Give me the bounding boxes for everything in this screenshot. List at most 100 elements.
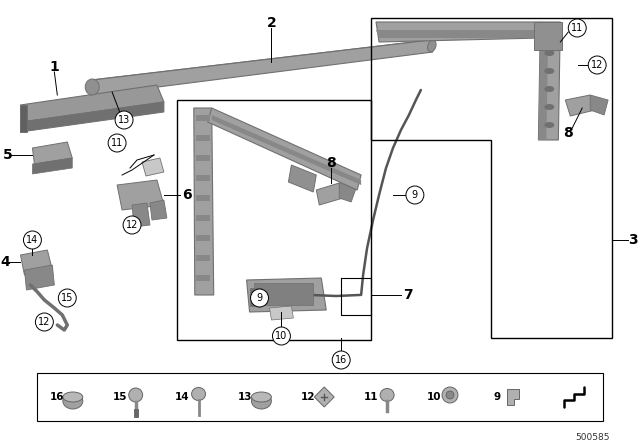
Polygon shape (208, 108, 361, 190)
Bar (196, 115, 210, 121)
Text: 10: 10 (427, 392, 442, 402)
Circle shape (58, 289, 76, 307)
Polygon shape (20, 105, 28, 132)
Ellipse shape (442, 387, 458, 403)
Text: 16: 16 (335, 355, 348, 365)
Circle shape (108, 134, 126, 152)
Circle shape (406, 186, 424, 204)
Text: 15: 15 (61, 293, 74, 303)
Circle shape (273, 327, 291, 345)
Polygon shape (92, 40, 433, 82)
Text: 500585: 500585 (575, 433, 610, 442)
Polygon shape (289, 165, 316, 192)
Circle shape (123, 216, 141, 234)
Bar (196, 155, 210, 161)
Bar (196, 135, 210, 141)
Text: 11: 11 (571, 23, 584, 33)
Polygon shape (534, 22, 563, 50)
Text: 15: 15 (113, 392, 127, 402)
Text: 8: 8 (563, 126, 573, 140)
Bar (196, 275, 210, 281)
Polygon shape (246, 278, 326, 312)
Text: 8: 8 (326, 156, 336, 170)
Circle shape (332, 351, 350, 369)
Bar (196, 215, 210, 221)
Polygon shape (20, 250, 52, 275)
Polygon shape (565, 95, 595, 116)
Polygon shape (33, 158, 72, 174)
Polygon shape (314, 387, 334, 407)
Text: 16: 16 (50, 392, 64, 402)
Polygon shape (132, 203, 150, 227)
Text: 9: 9 (257, 293, 262, 303)
Bar (177, 100, 371, 340)
Circle shape (115, 111, 133, 129)
Bar (196, 255, 210, 261)
Text: 12: 12 (126, 220, 138, 230)
Polygon shape (590, 95, 608, 115)
Text: 3: 3 (628, 233, 638, 247)
Polygon shape (269, 306, 293, 320)
Text: 5: 5 (3, 148, 12, 162)
Bar (253, 283, 314, 305)
Text: 2: 2 (267, 16, 276, 30)
Polygon shape (20, 85, 164, 122)
Ellipse shape (428, 40, 436, 52)
Text: 12: 12 (38, 317, 51, 327)
Polygon shape (92, 42, 433, 88)
Text: 10: 10 (275, 331, 287, 341)
Text: 7: 7 (403, 288, 413, 302)
Text: 9: 9 (412, 190, 418, 200)
Polygon shape (117, 180, 164, 210)
Polygon shape (20, 102, 164, 132)
Polygon shape (376, 22, 540, 42)
Ellipse shape (545, 104, 554, 110)
Circle shape (568, 19, 586, 37)
Polygon shape (150, 200, 167, 220)
Text: 12: 12 (591, 60, 604, 70)
Circle shape (35, 313, 53, 331)
Text: 13: 13 (118, 115, 130, 125)
Polygon shape (376, 30, 540, 38)
Ellipse shape (252, 393, 271, 409)
Ellipse shape (63, 393, 83, 409)
Text: 9: 9 (493, 392, 500, 402)
Ellipse shape (252, 392, 271, 402)
Circle shape (588, 56, 606, 74)
Text: 14: 14 (26, 235, 38, 245)
Polygon shape (538, 22, 560, 140)
Ellipse shape (545, 122, 554, 128)
Text: 6: 6 (182, 188, 191, 202)
Polygon shape (92, 40, 433, 95)
Ellipse shape (129, 388, 143, 402)
Polygon shape (212, 115, 361, 185)
Text: 11: 11 (111, 138, 124, 148)
Text: 13: 13 (238, 392, 253, 402)
Bar (196, 195, 210, 201)
Ellipse shape (545, 86, 554, 92)
Bar (196, 235, 210, 241)
Text: 1: 1 (49, 60, 60, 74)
Text: 14: 14 (175, 392, 190, 402)
Circle shape (250, 289, 269, 307)
Ellipse shape (545, 68, 554, 74)
Ellipse shape (191, 388, 205, 401)
Circle shape (24, 231, 42, 249)
Ellipse shape (63, 392, 83, 402)
Ellipse shape (545, 50, 554, 56)
Ellipse shape (446, 391, 454, 399)
Polygon shape (316, 183, 343, 205)
Bar (196, 175, 210, 181)
Ellipse shape (85, 79, 99, 95)
Polygon shape (33, 142, 72, 164)
Text: 12: 12 (301, 392, 316, 402)
Text: 4: 4 (1, 255, 10, 269)
Ellipse shape (380, 388, 394, 401)
Polygon shape (507, 389, 519, 405)
Bar (37, 373, 603, 421)
Polygon shape (538, 22, 548, 140)
Text: 11: 11 (364, 392, 378, 402)
Polygon shape (194, 108, 214, 295)
Polygon shape (24, 265, 54, 290)
Ellipse shape (545, 32, 554, 38)
